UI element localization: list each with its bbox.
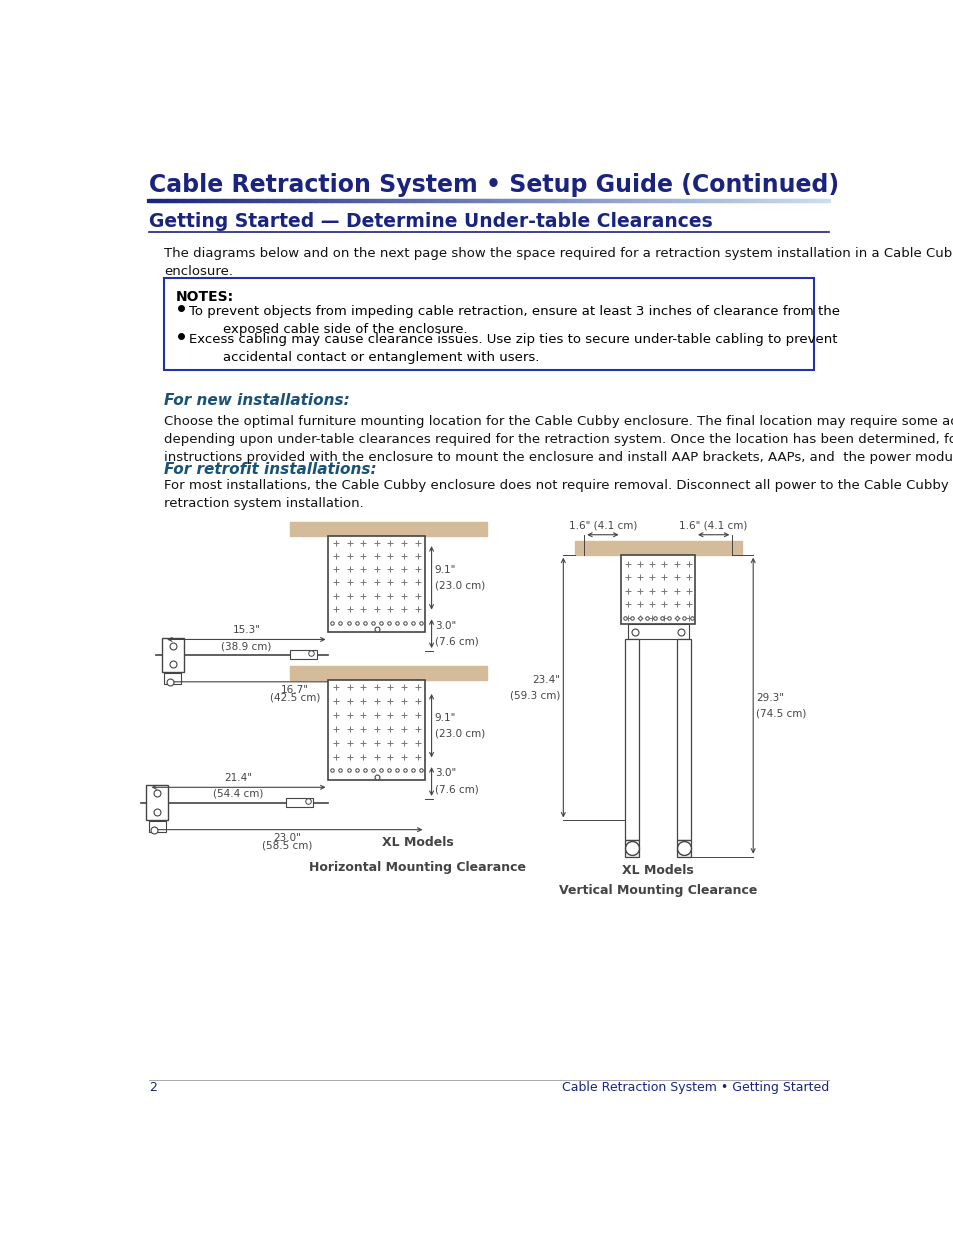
Text: 9.1": 9.1": [435, 564, 456, 574]
Text: Choose the optimal furniture mounting location for the Cable Cubby enclosure. Th: Choose the optimal furniture mounting lo…: [164, 415, 953, 463]
Text: For most installations, the Cable Cubby enclosure does not require removal. Disc: For most installations, the Cable Cubby …: [164, 479, 953, 510]
Text: (23.0 cm): (23.0 cm): [435, 580, 484, 590]
Bar: [328, 679, 425, 779]
Bar: [624, 640, 639, 840]
Text: The diagrams below and on the next page show the space required for a retraction: The diagrams below and on the next page …: [164, 247, 953, 278]
Text: Getting Started — Determine Under-table Clearances: Getting Started — Determine Under-table …: [149, 212, 712, 231]
Text: 3.0": 3.0": [435, 768, 456, 778]
Bar: [627, 624, 688, 640]
Text: 23.0": 23.0": [273, 832, 300, 842]
Text: (58.5 cm): (58.5 cm): [261, 841, 312, 851]
Bar: [164, 278, 813, 370]
Bar: [290, 521, 487, 536]
Text: 29.3": 29.3": [756, 693, 783, 703]
Text: 15.3": 15.3": [233, 625, 260, 635]
Text: (54.4 cm): (54.4 cm): [213, 789, 264, 799]
Text: (7.6 cm): (7.6 cm): [435, 637, 477, 647]
Bar: [149, 821, 166, 831]
Bar: [677, 840, 691, 857]
Bar: [164, 673, 181, 684]
Bar: [290, 651, 316, 659]
Bar: [162, 637, 183, 672]
Bar: [624, 840, 639, 857]
Text: To prevent objects from impeding cable retraction, ensure at least 3 inches of c: To prevent objects from impeding cable r…: [189, 305, 840, 336]
Text: (38.9 cm): (38.9 cm): [221, 641, 272, 651]
Text: (74.5 cm): (74.5 cm): [756, 709, 806, 719]
Text: Horizontal Mounting Clearance: Horizontal Mounting Clearance: [309, 861, 525, 874]
Text: (59.3 cm): (59.3 cm): [509, 690, 559, 700]
Bar: [620, 555, 695, 624]
Bar: [290, 666, 487, 679]
Bar: [575, 541, 740, 555]
Text: Cable Retraction System • Getting Started: Cable Retraction System • Getting Starte…: [561, 1081, 828, 1094]
Text: (7.6 cm): (7.6 cm): [435, 784, 477, 794]
Text: Excess cabling may cause clearance issues. Use zip ties to secure under-table ca: Excess cabling may cause clearance issue…: [189, 333, 837, 364]
Text: 9.1": 9.1": [435, 713, 456, 722]
Text: XL Models: XL Models: [381, 836, 453, 848]
Text: 3.0": 3.0": [435, 621, 456, 631]
Text: (23.0 cm): (23.0 cm): [435, 729, 484, 739]
Text: 23.4": 23.4": [532, 674, 559, 684]
Text: 1.6" (4.1 cm): 1.6" (4.1 cm): [568, 520, 637, 530]
Text: NOTES:: NOTES:: [175, 290, 233, 304]
Text: XL Models: XL Models: [621, 863, 693, 877]
Text: 1.6" (4.1 cm): 1.6" (4.1 cm): [679, 520, 747, 530]
Bar: [146, 785, 168, 820]
Bar: [677, 640, 691, 840]
Text: Cable Retraction System • Setup Guide (Continued): Cable Retraction System • Setup Guide (C…: [149, 173, 838, 198]
Text: For new installations:: For new installations:: [164, 393, 350, 408]
Text: 2: 2: [149, 1081, 156, 1094]
Bar: [328, 536, 425, 632]
Text: Vertical Mounting Clearance: Vertical Mounting Clearance: [558, 884, 757, 898]
Text: For retrofit installations:: For retrofit installations:: [164, 462, 376, 478]
Bar: [286, 798, 313, 808]
Text: 16.7": 16.7": [280, 685, 309, 695]
Text: 21.4": 21.4": [224, 773, 253, 783]
Text: (42.5 cm): (42.5 cm): [270, 693, 319, 703]
